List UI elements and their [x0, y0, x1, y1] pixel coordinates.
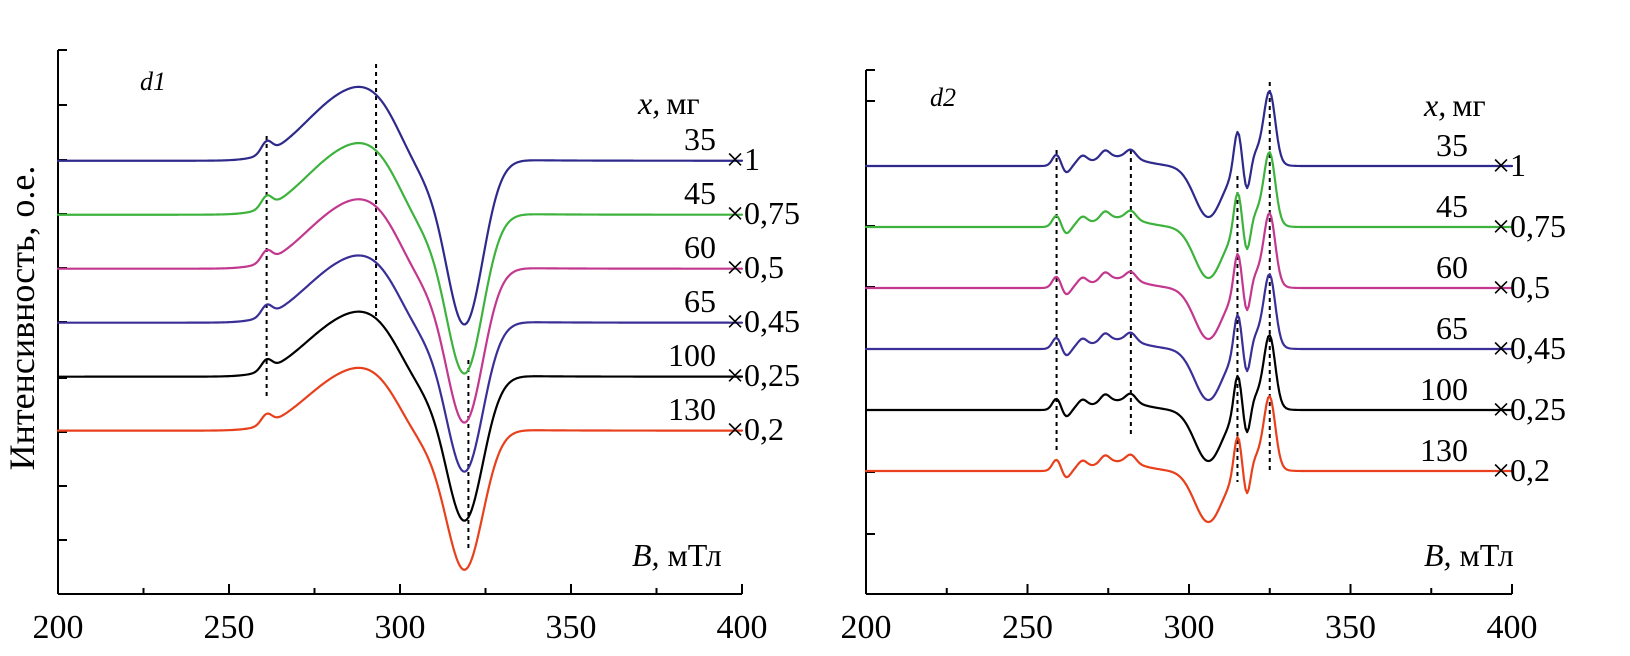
- series-labels-d2: 35 ×1 45 ×0,75 60 ×0,5 65 ×0,45 100 ×0,25 130 ×0,2: [1420, 127, 1566, 488]
- x-tick-label: 400: [717, 609, 768, 646]
- panel-d2: d2 200 250 300 350 400 35 ×1 45 ×0,75 60 ×0,5 65 ×0…: [841, 69, 1566, 646]
- series-name-label: 45: [1436, 188, 1468, 224]
- series-scale-label: ×0,5: [1492, 269, 1550, 305]
- series-scale-label: ×1: [1492, 147, 1526, 183]
- series-curve: [56, 310, 744, 522]
- x-tick-label: 250: [204, 609, 255, 646]
- series-curve: [864, 273, 1514, 402]
- x-axis-title-d1: B, мТл: [632, 537, 722, 573]
- series-scale-label: ×0,45: [1492, 330, 1566, 366]
- x-ticks-d2: 200 250 300 350 400: [841, 584, 1538, 646]
- series-scale-label: ×0,75: [726, 195, 800, 231]
- series-name-label: 60: [684, 229, 716, 265]
- series-scale-label: ×0,2: [1492, 452, 1550, 488]
- guides-d1: [265, 64, 470, 548]
- series-curve: [56, 85, 744, 326]
- series-scale-label: ×0,2: [726, 411, 784, 447]
- curves-d1: [56, 85, 744, 571]
- series-name-label: 100: [668, 337, 716, 373]
- series-name-label: 100: [1420, 371, 1468, 407]
- x-tick-label: 400: [1487, 609, 1538, 646]
- series-curve: [56, 141, 744, 375]
- x-axis-title-d2: B, мТл: [1424, 537, 1514, 573]
- series-scale-label: ×0,25: [726, 357, 800, 393]
- series-scale-label: ×1: [726, 141, 760, 177]
- series-curve: [56, 198, 744, 424]
- series-curve: [864, 151, 1514, 280]
- series-curve: [864, 395, 1514, 524]
- series-name-label: 60: [1436, 249, 1468, 285]
- series-scale-label: ×0,75: [1492, 208, 1566, 244]
- series-name-label: 45: [684, 175, 716, 211]
- x-tick-label: 350: [546, 609, 597, 646]
- series-labels-d1: 35 ×1 45 ×0,75 60 ×0,5 65 ×0,45 100 ×0,25 130 ×0,2: [668, 121, 800, 447]
- panel-d1: d1 200 250 300 350 400 35 ×1 45 ×0,75 60 ×0,5 65 ×0…: [33, 49, 800, 646]
- series-name-label: 130: [668, 391, 716, 427]
- curves-d2: [864, 90, 1514, 524]
- x-tick-label: 250: [1002, 609, 1053, 646]
- series-name-label: 130: [1420, 432, 1468, 468]
- series-scale-label: ×0,5: [726, 249, 784, 285]
- y-ticks-d1: [58, 49, 67, 541]
- x-tick-label: 350: [1325, 609, 1376, 646]
- series-scale-label: ×0,25: [1492, 391, 1566, 427]
- x-tick-label: 300: [1164, 609, 1215, 646]
- series-name-label: 65: [684, 283, 716, 319]
- series-scale-label: ×0,45: [726, 303, 800, 339]
- panel-label-d1: d1: [140, 67, 166, 96]
- panel-label-d2: d2: [930, 83, 956, 112]
- y-ticks-d2: [866, 69, 875, 535]
- x-tick-label: 200: [33, 609, 84, 646]
- x-ticks-d1: 200 250 300 350 400: [33, 584, 768, 646]
- series-curve: [56, 366, 744, 571]
- series-name-label: 35: [684, 121, 716, 157]
- legend-header-d2: x, мг: [1423, 87, 1486, 123]
- series-curve: [864, 90, 1514, 219]
- x-tick-label: 300: [375, 609, 426, 646]
- series-name-label: 65: [1436, 310, 1468, 346]
- legend-header-d1: x, мг: [637, 85, 700, 121]
- series-curve: [864, 334, 1514, 463]
- series-curve: [56, 254, 744, 473]
- series-curve: [864, 212, 1514, 341]
- series-name-label: 35: [1436, 127, 1468, 163]
- x-tick-label: 200: [841, 609, 892, 646]
- y-axis-title: Интенсивность, о.е.: [2, 166, 42, 471]
